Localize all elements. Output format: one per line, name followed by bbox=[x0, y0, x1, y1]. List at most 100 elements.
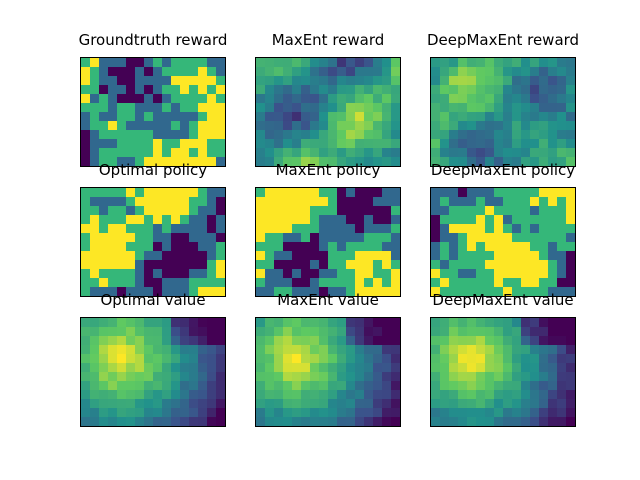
heatmap-cell bbox=[373, 363, 383, 373]
heatmap-cell bbox=[117, 121, 127, 131]
heatmap-cell bbox=[301, 408, 311, 418]
heatmap-cell bbox=[180, 354, 190, 364]
heatmap-cell bbox=[485, 278, 495, 288]
heatmap-cell bbox=[328, 287, 338, 296]
heatmap-cell bbox=[391, 336, 400, 346]
heatmap-cell bbox=[256, 336, 266, 346]
panel-maxent-value: MaxEnt value bbox=[255, 291, 401, 427]
heatmap-cell bbox=[81, 381, 91, 391]
heatmap-cell bbox=[458, 278, 468, 288]
heatmap-cell bbox=[117, 197, 127, 207]
heatmap-cell bbox=[310, 287, 320, 296]
heatmap-cell bbox=[467, 251, 477, 261]
heatmap-cell bbox=[256, 327, 266, 337]
heatmap-cell bbox=[90, 215, 100, 225]
heatmap-cell bbox=[503, 76, 513, 86]
heatmap-cell bbox=[503, 318, 513, 328]
heatmap-cell bbox=[346, 269, 356, 279]
heatmap-cell bbox=[189, 67, 199, 77]
heatmap-cell bbox=[364, 354, 374, 364]
heatmap-cell bbox=[310, 67, 320, 77]
heatmap-cell bbox=[503, 197, 513, 207]
heatmap-cell bbox=[153, 206, 163, 216]
heatmap-cell bbox=[346, 85, 356, 95]
heatmap-cell bbox=[512, 94, 522, 104]
heatmap-cell bbox=[485, 354, 495, 364]
heatmap-cell bbox=[81, 336, 91, 346]
heatmap-cell bbox=[355, 94, 365, 104]
heatmap-cell bbox=[207, 157, 217, 166]
heatmap-cell bbox=[548, 112, 558, 122]
heatmap-cell bbox=[283, 399, 293, 409]
heatmap-cell bbox=[319, 278, 329, 288]
heatmap-cell bbox=[458, 318, 468, 328]
heatmap-cell bbox=[180, 363, 190, 373]
heatmap-cell bbox=[530, 121, 540, 131]
heatmap-cell bbox=[108, 76, 118, 86]
heatmap-cell bbox=[198, 206, 208, 216]
heatmap-cell bbox=[198, 336, 208, 346]
heatmap-cell bbox=[274, 58, 284, 68]
heatmap-cell bbox=[256, 94, 266, 104]
heatmap-cell bbox=[566, 354, 575, 364]
heatmap-cell bbox=[301, 103, 311, 113]
heatmap-cell bbox=[153, 58, 163, 68]
heatmap-cell bbox=[503, 345, 513, 355]
heatmap-cell bbox=[319, 121, 329, 131]
heatmap-cell bbox=[274, 103, 284, 113]
heatmap-cell bbox=[449, 224, 459, 234]
heatmap-cell bbox=[494, 188, 504, 198]
heatmap-cell bbox=[180, 417, 190, 426]
heatmap-cell bbox=[310, 139, 320, 149]
heatmap-cell bbox=[364, 372, 374, 382]
heatmap-cell bbox=[440, 85, 450, 95]
heatmap-cell bbox=[503, 58, 513, 68]
heatmap-cell bbox=[391, 363, 400, 373]
heatmap-cell bbox=[485, 197, 495, 207]
heatmap-cell bbox=[521, 233, 531, 243]
heatmap-cell bbox=[108, 242, 118, 252]
heatmap-cell bbox=[337, 260, 347, 270]
heatmap-cell bbox=[364, 327, 374, 337]
heatmap-cell bbox=[494, 58, 504, 68]
heatmap-cell bbox=[382, 327, 392, 337]
heatmap-cell bbox=[548, 197, 558, 207]
heatmap-cell bbox=[364, 121, 374, 131]
heatmap-cell bbox=[512, 399, 522, 409]
heatmap-cell bbox=[512, 327, 522, 337]
heatmap-cell bbox=[328, 390, 338, 400]
heatmap-cell bbox=[144, 408, 154, 418]
heatmap-cell bbox=[355, 408, 365, 418]
heatmap-cell bbox=[81, 345, 91, 355]
heatmap-cell bbox=[171, 224, 181, 234]
heatmap-cell bbox=[144, 372, 154, 382]
panel-title: DeepMaxEnt policy bbox=[430, 161, 576, 179]
heatmap-cell bbox=[153, 278, 163, 288]
heatmap-cell bbox=[431, 372, 441, 382]
heatmap-cell bbox=[328, 372, 338, 382]
heatmap-cell bbox=[283, 130, 293, 140]
heatmap-cell bbox=[355, 390, 365, 400]
heatmap-cell bbox=[557, 85, 567, 95]
heatmap-cell bbox=[126, 327, 136, 337]
heatmap-cell bbox=[494, 197, 504, 207]
heatmap-cell bbox=[292, 67, 302, 77]
heatmap-cell bbox=[364, 112, 374, 122]
heatmap-cell bbox=[310, 58, 320, 68]
heatmap-cell bbox=[476, 336, 486, 346]
heatmap-cell bbox=[180, 345, 190, 355]
heatmap-cell bbox=[382, 242, 392, 252]
heatmap-cell bbox=[144, 139, 154, 149]
heatmap-cell bbox=[301, 278, 311, 288]
heatmap-cell bbox=[337, 318, 347, 328]
heatmap-cell bbox=[319, 139, 329, 149]
heatmap-cell bbox=[346, 94, 356, 104]
heatmap-cell bbox=[440, 408, 450, 418]
heatmap-cell bbox=[301, 417, 311, 426]
heatmap-cell bbox=[265, 112, 275, 122]
heatmap-cell bbox=[216, 85, 225, 95]
panel-title: Optimal value bbox=[100, 291, 206, 309]
heatmap-cell bbox=[283, 215, 293, 225]
heatmap-cell bbox=[373, 336, 383, 346]
heatmap-cell bbox=[449, 251, 459, 261]
